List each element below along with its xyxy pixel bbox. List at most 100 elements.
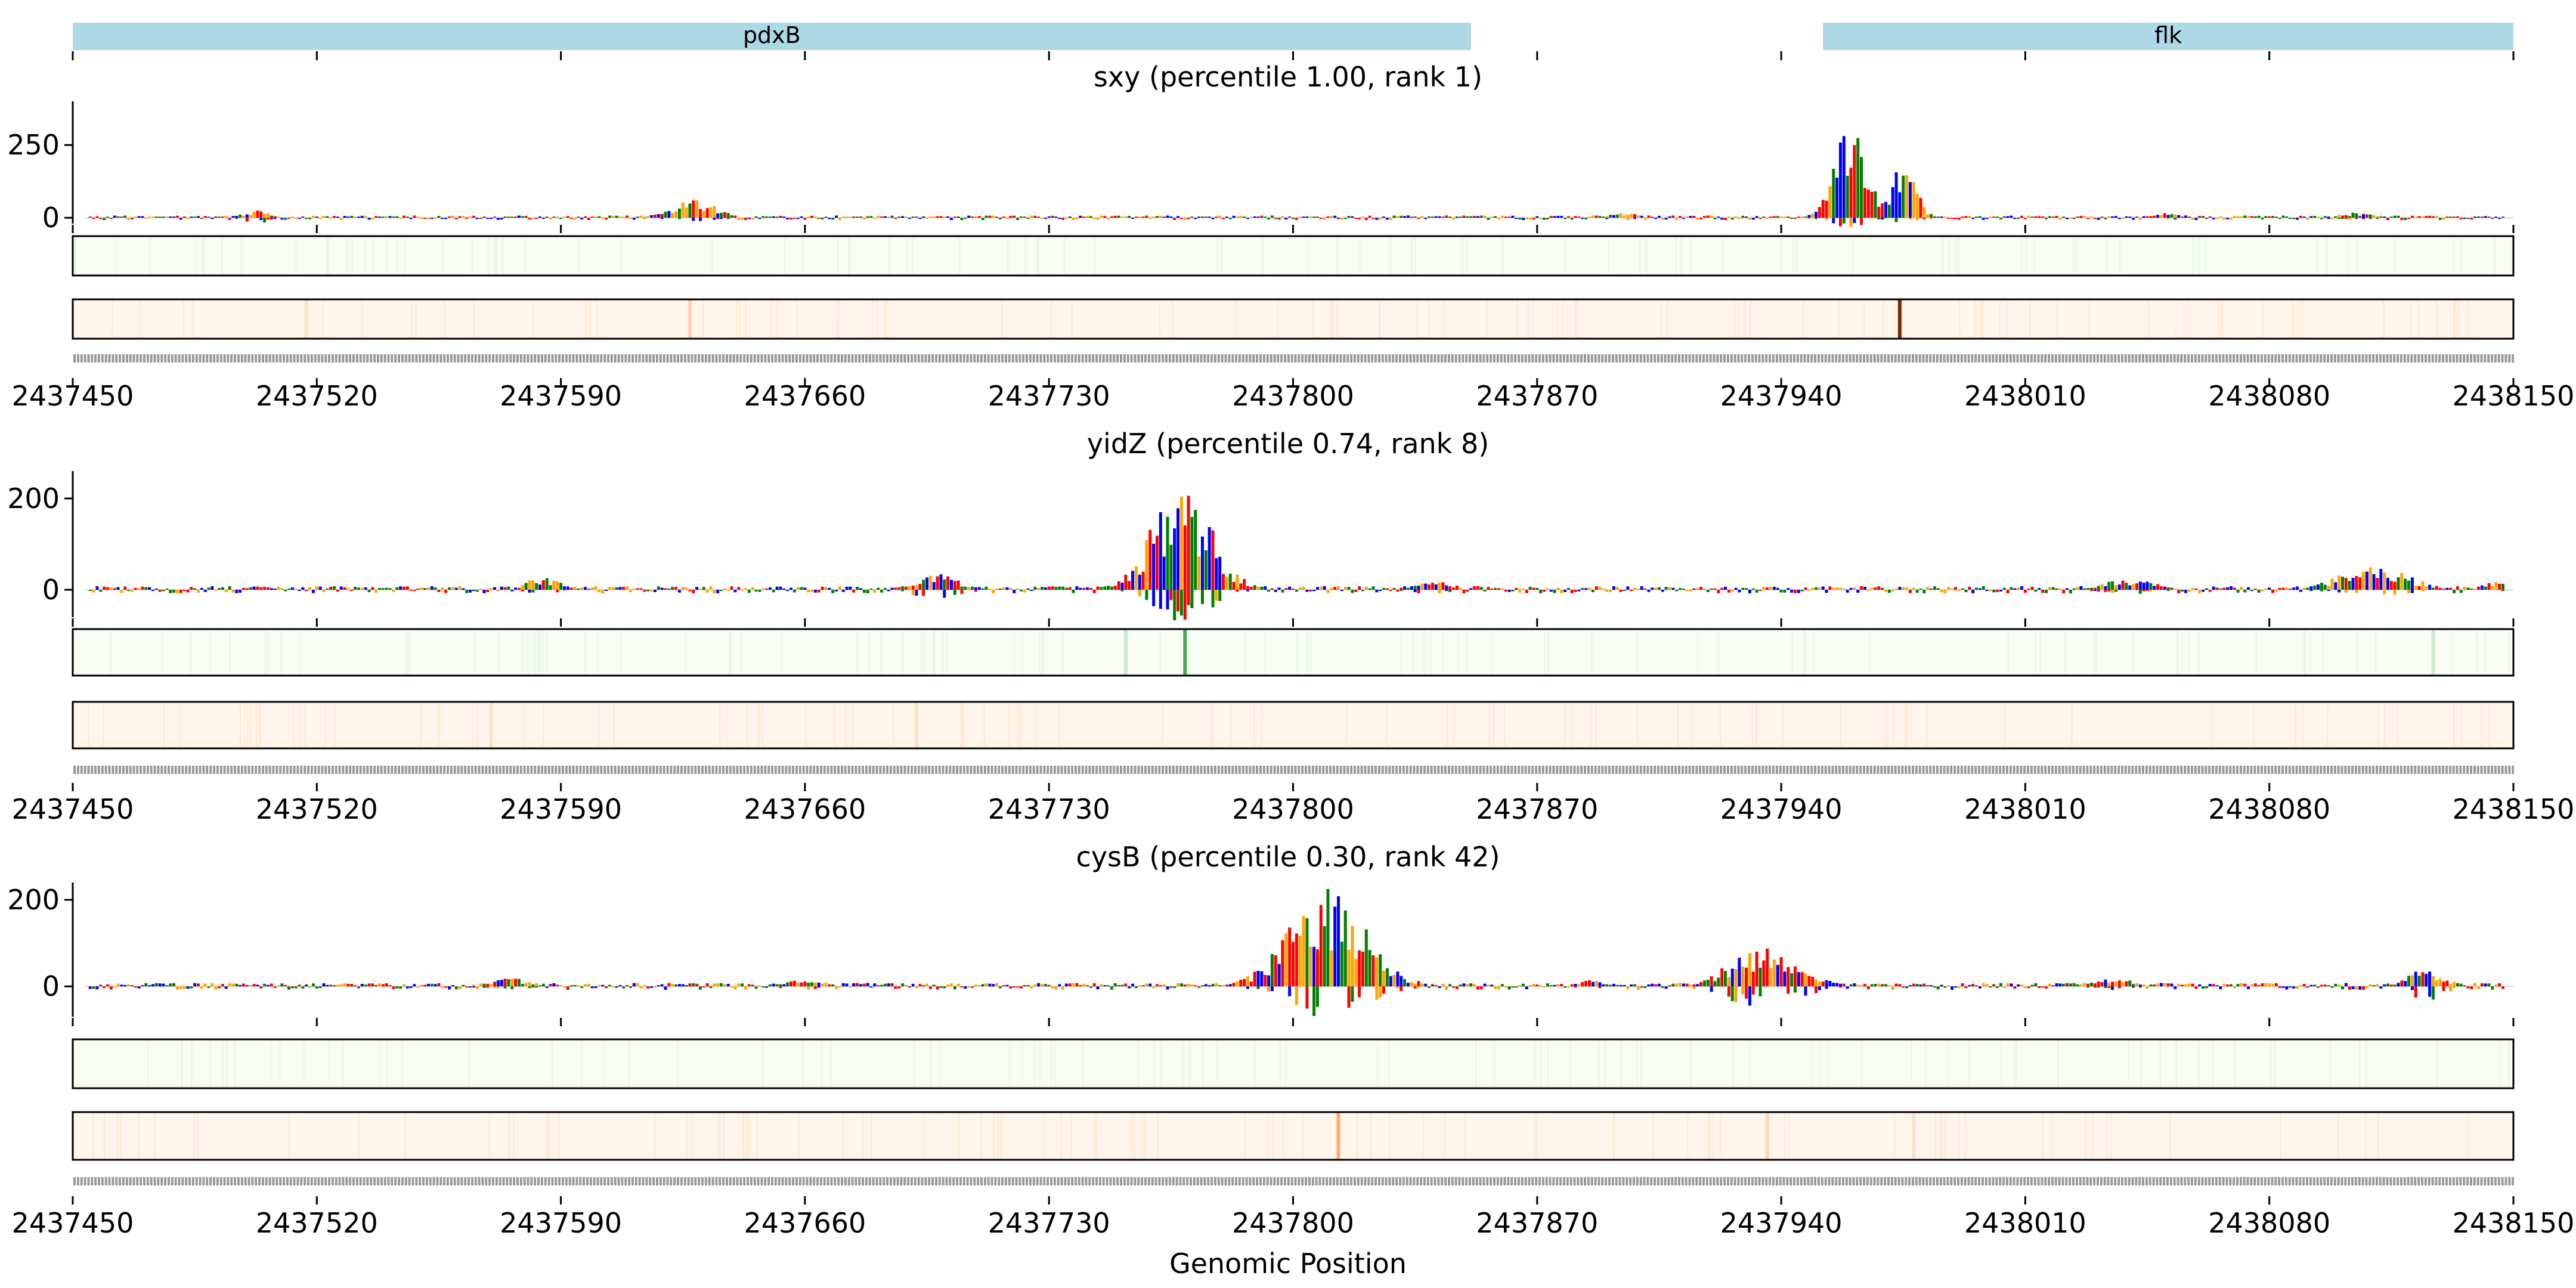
sequence-base (809, 766, 812, 774)
logo-bar (2442, 982, 2445, 987)
logo-bar (674, 211, 678, 218)
logo-bar (2121, 218, 2125, 219)
orange-heat-cell (1636, 702, 1639, 748)
sequence-base (408, 766, 411, 774)
logo-bar (339, 984, 343, 987)
green-heat-cell (501, 236, 504, 275)
orange-heat-cell (522, 702, 525, 748)
logo-bar (2170, 587, 2174, 590)
sequence-base (2212, 1177, 2215, 1185)
sequence-base (2376, 766, 2378, 774)
logo-bar (1947, 218, 1950, 219)
sequence-base (2086, 354, 2089, 363)
logo-bar (1086, 215, 1089, 218)
orange-heat-track (73, 1112, 2513, 1160)
sequence-base (956, 766, 959, 774)
sequence-base (1789, 766, 1792, 774)
sequence-base (167, 766, 170, 774)
sequence-base (1688, 1177, 1691, 1185)
logo-bar (1706, 215, 1710, 218)
logo-bar (413, 590, 416, 592)
sequence-base (2257, 354, 2260, 363)
sequence-base (568, 1177, 571, 1185)
sequence-base (1490, 354, 1493, 363)
logo-bar (549, 984, 552, 987)
logo-bar (1633, 218, 1637, 219)
logo-bar (1298, 216, 1302, 218)
sequence-base (711, 766, 714, 774)
logo-bar (1751, 218, 1755, 220)
logo-bar (629, 986, 633, 988)
orange-heat-cell (2365, 1112, 2367, 1160)
orange-heat-cell (2295, 702, 2297, 748)
green-heat-cell (1675, 236, 1677, 275)
sequence-base (2417, 354, 2420, 363)
sequence-base (304, 766, 306, 774)
logo-bar (1379, 590, 1382, 592)
logo-bar (245, 985, 249, 987)
logo-bar (2117, 980, 2121, 987)
logo-bar (677, 590, 681, 593)
logo-bar (2274, 216, 2278, 218)
logo-bar (1239, 215, 1243, 218)
green-heat-cell (1804, 629, 1806, 676)
logo-bar (231, 983, 235, 987)
logo-bar (2432, 976, 2435, 987)
sequence-base (2288, 1177, 2291, 1185)
sequence-base (1165, 354, 1168, 363)
sequence-base (572, 354, 575, 363)
sequence-base (1820, 766, 1823, 774)
logo-bar (1176, 983, 1180, 987)
logo-bar (1905, 587, 1909, 590)
orange-heat-cell (2042, 1112, 2044, 1160)
sequence-base (2438, 766, 2441, 774)
logo-bar (1758, 967, 1762, 987)
logo-bar (378, 983, 382, 987)
sequence-base (150, 354, 153, 363)
sequence-base (1984, 1177, 1987, 1185)
logo-bar (103, 986, 106, 988)
sequence-base (1901, 354, 1904, 363)
logo-bar (141, 586, 144, 590)
sequence-base (2033, 766, 2036, 774)
logo-bar (1030, 590, 1033, 592)
sequence-base (1594, 354, 1597, 363)
logo-bar (1023, 984, 1026, 987)
orange-heat-cell (2326, 702, 2329, 748)
sequence-base (2239, 354, 2242, 363)
sequence-base (2142, 354, 2145, 363)
sequence-base (1946, 1177, 1949, 1185)
logo-bar (1218, 556, 1222, 590)
sequence-base (977, 766, 980, 774)
logo-bar (2104, 586, 2107, 590)
logo-bar (998, 589, 1002, 590)
sequence-base (129, 1177, 132, 1185)
logo-bar (388, 985, 392, 987)
sequence-base (1552, 354, 1555, 363)
logo-bar (1999, 983, 2002, 987)
logo-bar (2438, 218, 2442, 220)
logo-bar (1874, 191, 1877, 218)
orange-heat-cell (1230, 702, 1233, 748)
sequence-base (1430, 1177, 1433, 1185)
logo-bar (688, 590, 692, 592)
sequence-base (907, 766, 910, 774)
logo-bar (1225, 984, 1228, 987)
orange-heat-cell (1905, 702, 1907, 748)
sequence-base (394, 354, 397, 363)
sequence-base (1577, 354, 1580, 363)
sequence-base (781, 354, 784, 363)
sequence-base (2180, 1177, 2183, 1185)
logo-bar (1375, 590, 1379, 593)
logo-bar (496, 218, 500, 220)
logo-bar (1556, 587, 1560, 590)
logo-bar (953, 590, 956, 595)
logo-bar (1162, 216, 1166, 218)
sequence-base (363, 766, 366, 774)
logo-bar (1936, 986, 1940, 990)
sequence-base (328, 1177, 331, 1185)
sequence-base (994, 766, 997, 774)
sequence-base (527, 354, 530, 363)
logo-bar (1630, 984, 1633, 987)
logo-bar (1881, 984, 1884, 987)
